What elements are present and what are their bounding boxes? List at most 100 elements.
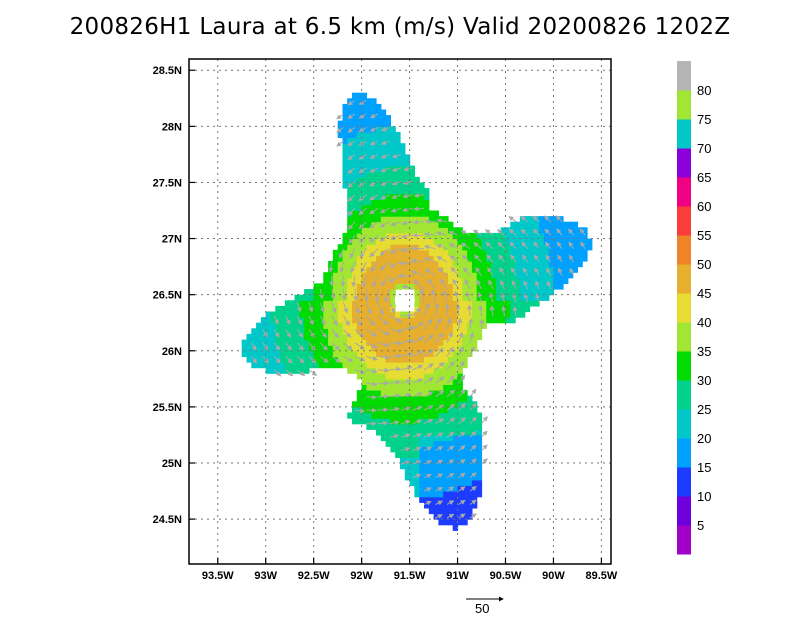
field-cell	[486, 294, 492, 301]
field-cell	[395, 255, 401, 262]
field-cell	[428, 266, 435, 273]
wind-vector	[402, 180, 413, 185]
field-cell	[256, 328, 262, 335]
field-cell	[467, 277, 473, 284]
field-cell	[481, 261, 487, 268]
field-cell	[395, 188, 401, 195]
field-cell	[328, 328, 334, 335]
wind-vector	[347, 153, 356, 161]
field-cell	[356, 199, 363, 206]
field-cell	[424, 317, 430, 324]
field-cell	[563, 249, 569, 256]
wind-vector	[389, 379, 401, 385]
field-cell	[471, 249, 478, 256]
field-cell	[390, 446, 396, 453]
field-cell	[419, 451, 425, 458]
field-cell	[471, 283, 478, 290]
wind-vector	[380, 153, 390, 159]
field-cell	[390, 333, 396, 341]
field-cell	[385, 188, 391, 195]
wind-vector	[389, 302, 396, 314]
field-cell	[376, 176, 382, 183]
field-cell	[280, 339, 286, 346]
field-cell	[366, 98, 372, 105]
field-cell	[448, 283, 454, 290]
field-cell	[438, 451, 444, 458]
field-cell	[366, 423, 372, 430]
wind-vector	[389, 315, 403, 323]
wind-vector	[347, 100, 356, 106]
field-cell	[328, 317, 334, 324]
wind-vector	[273, 315, 279, 325]
field-cell	[361, 317, 367, 324]
field-cell	[361, 210, 367, 217]
field-cell	[356, 390, 363, 397]
field-cell	[452, 496, 459, 503]
field-cell	[491, 266, 497, 273]
field-cell	[256, 333, 262, 341]
wind-vector	[477, 291, 483, 303]
field-cell	[467, 457, 473, 464]
field-cell	[395, 333, 401, 341]
field-cell	[385, 311, 391, 318]
field-cell	[529, 272, 535, 279]
field-cell	[424, 199, 430, 206]
field-cell	[443, 496, 449, 503]
field-cell	[361, 92, 367, 99]
field-cell	[495, 305, 502, 313]
field-cell	[361, 216, 367, 223]
field-cell	[385, 193, 391, 200]
field-cell	[515, 311, 521, 318]
field-cell	[438, 311, 444, 318]
field-cell	[323, 272, 329, 279]
field-cell	[428, 468, 435, 475]
field-cell	[400, 378, 406, 385]
field-cell	[476, 294, 483, 301]
field-cell	[457, 367, 463, 374]
field-cell	[376, 160, 382, 167]
field-cell	[342, 339, 348, 346]
colorbar-label: 65	[697, 170, 711, 185]
wind-vector	[369, 140, 379, 146]
field-cell	[433, 513, 439, 520]
field-cell	[251, 328, 257, 335]
field-cell	[385, 378, 391, 385]
field-cell	[352, 255, 358, 262]
field-cell	[433, 423, 439, 430]
field-cell	[390, 311, 396, 318]
field-cell	[356, 266, 363, 273]
field-cell	[443, 350, 449, 357]
field-cell	[342, 131, 348, 139]
field-cell	[299, 328, 305, 335]
field-cell	[304, 322, 310, 329]
field-cell	[323, 339, 329, 346]
field-cell	[481, 305, 487, 313]
wind-vector	[501, 305, 507, 317]
field-cell	[390, 255, 396, 262]
field-cell	[352, 238, 358, 245]
field-cell	[548, 244, 555, 251]
field-cell	[443, 434, 449, 442]
field-cell	[572, 221, 578, 228]
field-cell	[457, 412, 463, 419]
field-cell	[414, 373, 420, 380]
field-cell	[376, 395, 382, 402]
field-cell	[457, 283, 463, 290]
field-cell	[424, 395, 430, 402]
field-cell	[328, 350, 334, 357]
field-cell	[524, 249, 531, 256]
field-cell	[452, 418, 459, 425]
field-cell	[452, 406, 459, 414]
wind-vector	[389, 353, 402, 359]
field-cell	[342, 137, 348, 144]
field-cell	[409, 362, 415, 369]
field-cell	[400, 429, 406, 436]
field-cell	[424, 261, 430, 268]
field-cell	[332, 294, 339, 301]
wind-vector	[544, 228, 551, 236]
field-cell	[361, 305, 367, 313]
wind-vector	[535, 293, 541, 303]
field-cell	[539, 232, 545, 240]
field-cell	[404, 249, 411, 256]
wind-vector	[437, 267, 448, 276]
